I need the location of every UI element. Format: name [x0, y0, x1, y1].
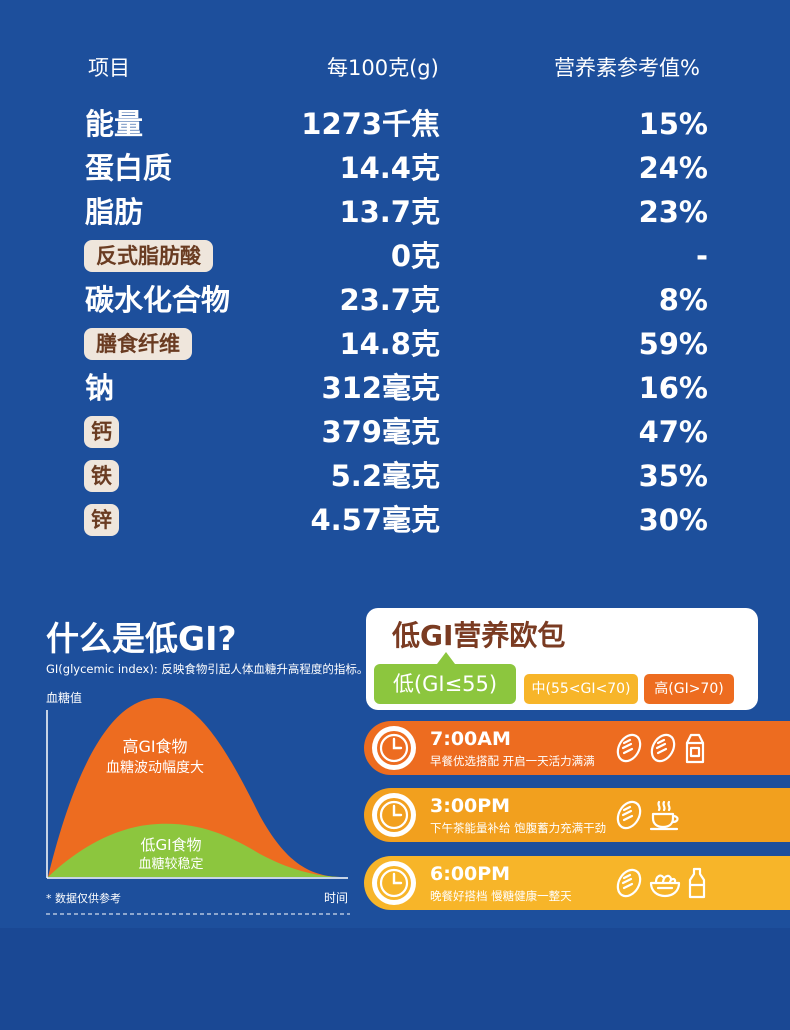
high-gi-label: 高GI食物: [122, 737, 187, 756]
nutrient-amount: 23.7克: [339, 283, 440, 317]
bread-icon: [614, 731, 644, 765]
nutrient-amount: 379毫克: [321, 415, 440, 449]
gi-definition: GI(glycemic index): 反映食物引起人体血糖升高程度的指标。: [46, 662, 369, 676]
schedule-icons: [614, 798, 682, 832]
nutrient-name: 钠: [85, 371, 115, 405]
nutrient-amount: 5.2毫克: [330, 459, 440, 493]
nutrition-row: 蛋白质 14.4克 24%: [0, 148, 790, 188]
schedule-time: 6:00PM: [430, 863, 511, 885]
nutrient-name: 脂肪: [85, 195, 144, 229]
nutrient-amount: 1273千焦: [301, 107, 440, 141]
nutrient-name-badge: 钙: [84, 416, 119, 448]
nutrient-nrv-percent: 35%: [638, 459, 708, 493]
schedule-bar: 3:00PM 下午茶能量补给 饱腹蓄力充满干劲: [364, 788, 790, 842]
low-gi-curve: [48, 823, 340, 877]
nutrient-nrv-percent: 23%: [638, 195, 708, 229]
nutrient-nrv-percent: 15%: [638, 107, 708, 141]
bread-icon: [614, 798, 644, 832]
nutrient-amount: 0克: [390, 239, 440, 273]
nutrient-nrv-percent: 8%: [658, 283, 708, 317]
schedule-bar: 7:00AM 早餐优选搭配 开启一天活力满满: [364, 721, 790, 775]
card-title: 低GI营养欧包: [392, 619, 566, 652]
nutrient-nrv-percent: -: [695, 239, 708, 273]
nutrition-row: 能量 1273千焦 15%: [0, 104, 790, 144]
nutrition-row: 脂肪 13.7克 23%: [0, 192, 790, 232]
nutrition-row: 碳水化合物 23.7克 8%: [0, 280, 790, 320]
chart-x-label: 时间: [324, 891, 348, 905]
schedule-description: 晚餐好搭档 慢糖健康一整天: [430, 889, 572, 903]
schedule-icons: [614, 731, 708, 765]
nutrient-amount: 14.4克: [339, 151, 440, 185]
low-gi-sublabel: 血糖较稳定: [138, 856, 203, 872]
schedule-description: 下午茶能量补给 饱腹蓄力充满干劲: [430, 821, 607, 835]
gi-tag-low: 低(GI≤55): [374, 664, 516, 704]
coffee-cup-icon: [648, 798, 682, 832]
gi-curve-chart: 血糖值 高GI食物 血糖波动幅度大 低GI食物 血糖较稳定 * 数据仅供参考 时…: [46, 690, 350, 915]
milk-bottle-icon: [686, 866, 708, 900]
salad-bowl-icon: [648, 866, 682, 900]
schedule-bar: 6:00PM 晚餐好搭档 慢糖健康一整天: [364, 856, 790, 910]
nutrition-row: 反式脂肪酸 0克 -: [0, 236, 790, 276]
column-header-nrv: 营养素参考值%: [554, 56, 700, 80]
nutrient-amount: 13.7克: [339, 195, 440, 229]
schedule-icons: [614, 866, 708, 900]
nutrient-amount: 4.57毫克: [310, 503, 440, 537]
column-header-item: 项目: [88, 56, 130, 80]
nutrient-name: 能量: [85, 107, 144, 141]
low-gi-label: 低GI食物: [140, 836, 201, 854]
nutrient-name-badge: 膳食纤维: [84, 328, 192, 360]
schedule-description: 早餐优选搭配 开启一天活力满满: [430, 754, 595, 768]
chart-footnote: * 数据仅供参考: [46, 891, 121, 905]
nutrient-amount: 312毫克: [321, 371, 440, 405]
nutrient-name-badge: 反式脂肪酸: [84, 240, 213, 272]
schedule-time: 3:00PM: [430, 795, 511, 817]
bread-icon: [614, 866, 644, 900]
nutrition-row: 钠 312毫克 16%: [0, 368, 790, 408]
nutrient-nrv-percent: 47%: [638, 415, 708, 449]
gi-tag-medium: 中(55<GI<70): [524, 674, 638, 704]
nutrient-nrv-percent: 24%: [638, 151, 708, 185]
bottom-band: [0, 928, 790, 1030]
nutrient-name: 碳水化合物: [85, 283, 231, 317]
clock-icon: [372, 726, 416, 770]
nutrient-amount: 14.8克: [339, 327, 440, 361]
tag-low-pointer: [437, 652, 455, 664]
high-gi-sublabel: 血糖波动幅度大: [106, 760, 204, 776]
gi-tag-high: 高(GI>70): [644, 674, 734, 704]
nutrient-nrv-percent: 59%: [638, 327, 708, 361]
clock-icon: [372, 861, 416, 905]
nutrient-nrv-percent: 30%: [638, 503, 708, 537]
nutrient-name-badge: 铁: [84, 460, 119, 492]
nutrition-row: 钙 379毫克 47%: [0, 412, 790, 452]
nutrient-name-badge: 锌: [84, 504, 119, 536]
nutrition-row: 锌 4.57毫克 30%: [0, 500, 790, 540]
schedule-time: 7:00AM: [430, 728, 511, 750]
nutrition-row: 膳食纤维 14.8克 59%: [0, 324, 790, 364]
nutrient-name: 蛋白质: [85, 151, 173, 185]
gi-title: 什么是低GI?: [46, 619, 237, 658]
nutrition-row: 铁 5.2毫克 35%: [0, 456, 790, 496]
clock-icon: [372, 793, 416, 837]
chart-y-label: 血糖值: [46, 690, 82, 705]
column-header-per-100g: 每100克(g): [327, 56, 439, 80]
nutrient-nrv-percent: 16%: [638, 371, 708, 405]
milk-carton-icon: [682, 731, 708, 765]
bread-icon: [648, 731, 678, 765]
